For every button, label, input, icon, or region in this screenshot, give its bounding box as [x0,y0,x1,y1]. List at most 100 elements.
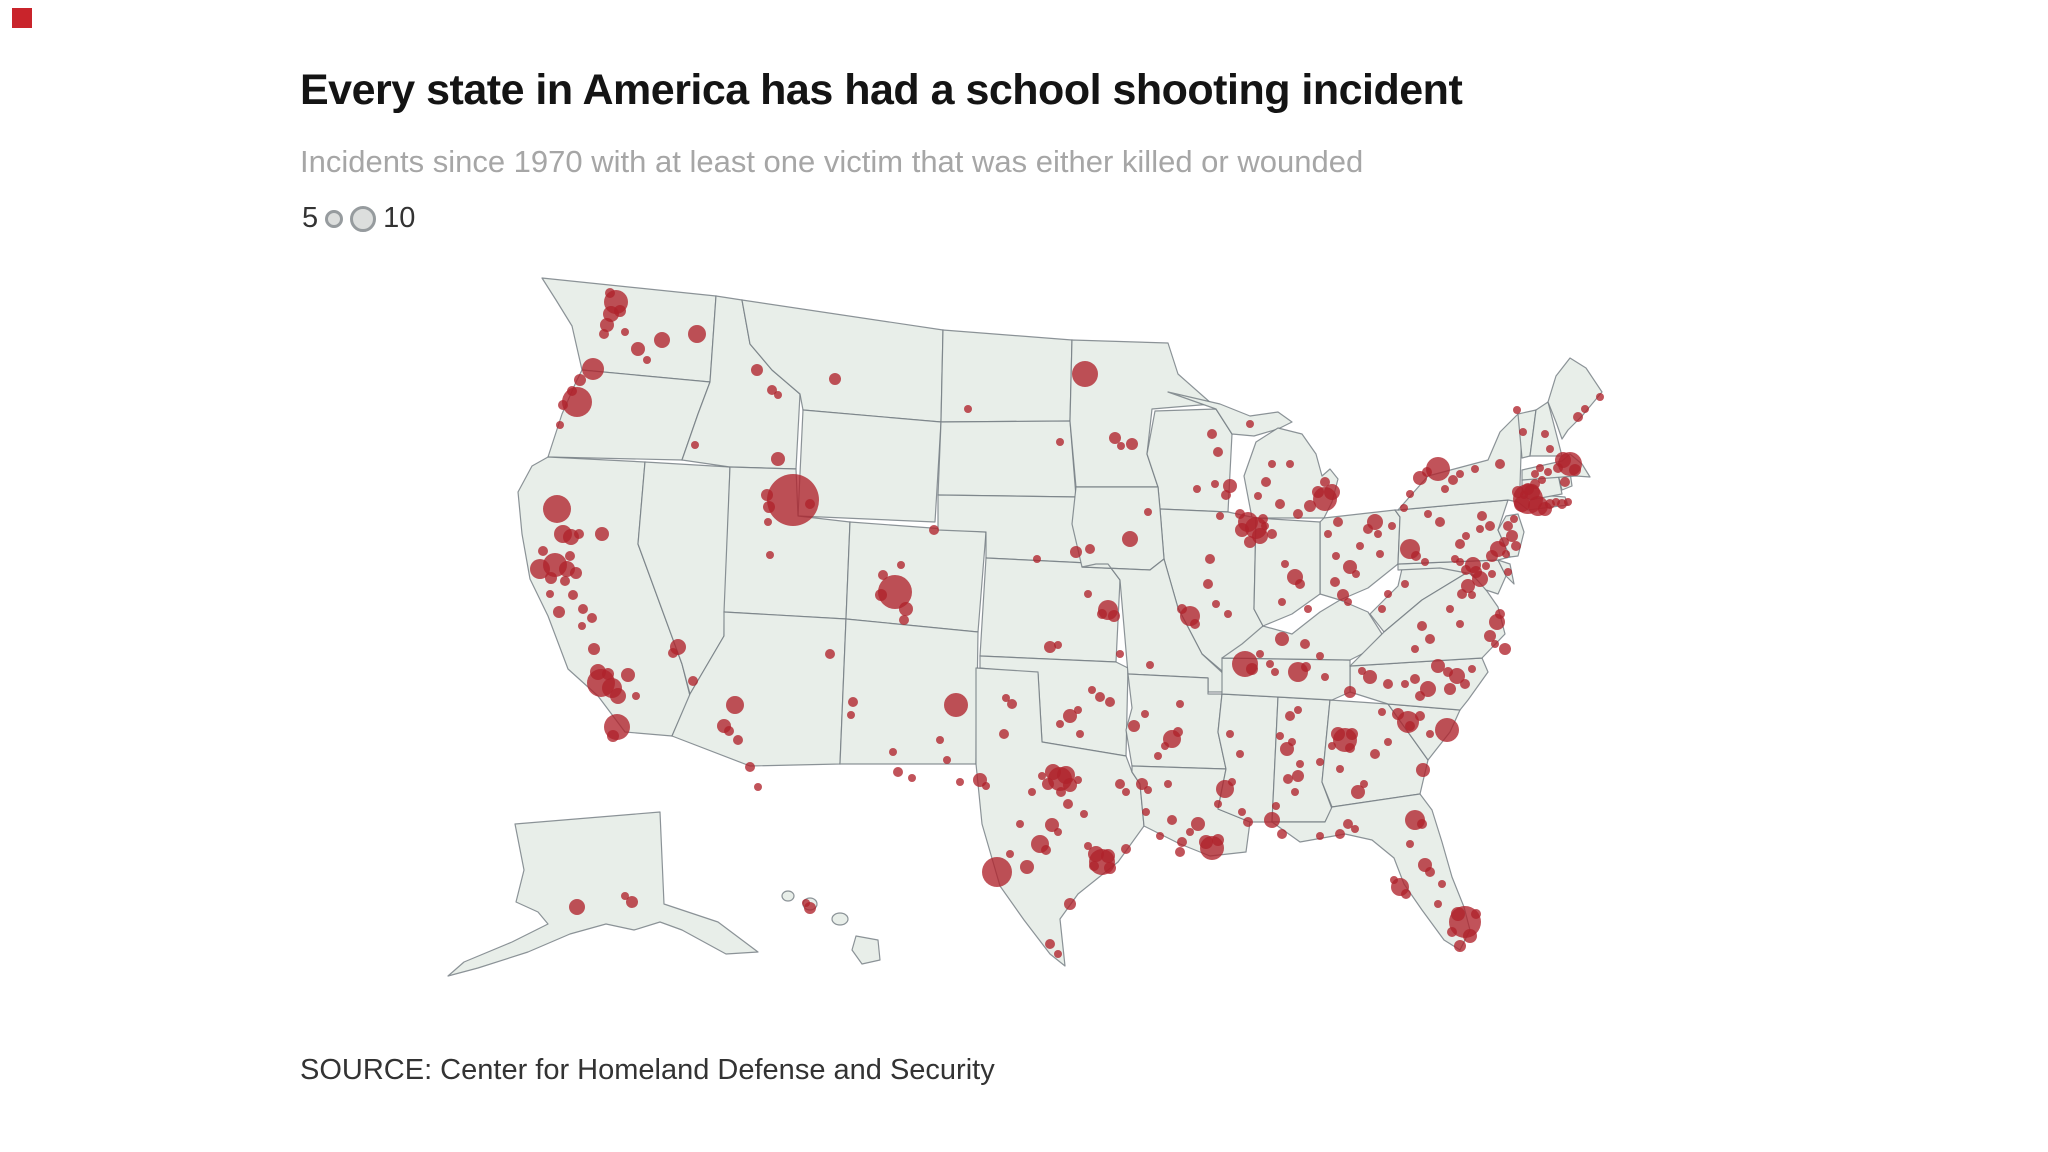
incident-dot [1238,808,1246,816]
incident-dot [1425,867,1435,877]
incident-dot [802,899,810,907]
incident-dot [1316,758,1324,766]
incident-dot [1506,530,1518,542]
state-wi [1146,408,1233,513]
incident-dot [1499,537,1509,547]
incident-dot [1228,778,1236,786]
incident-dot [1084,842,1092,850]
incident-dot [568,590,578,600]
incident-dot [1363,670,1377,684]
incident-dot [1117,442,1125,450]
incident-dot [1006,850,1014,858]
incident-dot [1109,432,1121,444]
incident-dot [1074,706,1082,714]
incident-dot [825,649,835,659]
incident-dot [574,529,584,539]
incident-dot [1136,778,1148,790]
incident-dot [1384,590,1392,598]
incident-dot [1438,880,1446,888]
incident-dot [1064,898,1076,910]
incident-dot [1384,738,1392,746]
incident-dot [621,892,629,900]
incident-dot [1330,577,1340,587]
incident-dot [1343,560,1357,574]
incident-dot [893,767,903,777]
incident-dot [1411,551,1421,561]
incident-dot [1343,819,1353,829]
incident-dot [1447,927,1457,937]
incident-dot [1213,447,1223,457]
incident-dot [1451,555,1459,563]
incident-dot [1460,679,1470,689]
incident-dot [1536,464,1544,472]
incident-dot [1214,800,1222,808]
incident-dot [1344,686,1356,698]
legend-max-label: 10 [383,202,416,234]
incident-dot [936,736,944,744]
incident-dot [1267,529,1277,539]
incident-dot [1105,697,1115,707]
incident-dot [1378,605,1386,613]
incident-dot [1116,650,1124,658]
incident-dot [1285,711,1295,721]
incident-dot [1177,837,1187,847]
state-hi-bigisland [851,935,881,965]
incident-dot [1101,849,1115,863]
incident-dot [1495,459,1505,469]
incident-dot [1346,728,1358,740]
incident-dot [1141,710,1149,718]
incident-dot [774,391,782,399]
incident-dot [1455,539,1465,549]
incident-dot [1457,589,1467,599]
incident-dot [607,730,619,742]
state-nd [940,329,1073,423]
incident-dot [1502,550,1510,558]
incident-dot [1331,727,1345,741]
incident-dot [1203,579,1213,589]
incident-dot [1312,486,1324,498]
incident-dot [558,400,568,410]
incident-dot [621,668,635,682]
incident-dot [1426,730,1434,738]
incident-dot [605,288,615,298]
incident-dot [1415,711,1425,721]
size-legend: 5 10 [302,202,415,235]
incident-dot [1499,643,1511,655]
incident-dot [829,373,841,385]
incident-dot [956,778,964,786]
state-nm [839,618,979,765]
incident-dot [1564,498,1572,506]
incident-dot [1097,609,1107,619]
incident-dot [1278,598,1286,606]
legend-small-circle-icon [325,209,344,228]
incident-dot [578,604,588,614]
incident-dot [1190,619,1200,629]
brand-mark-icon [12,8,32,28]
incident-dot [1426,457,1450,481]
incident-dot [1471,909,1481,919]
incident-dot [1519,428,1527,436]
incident-dot [1374,530,1382,538]
incident-dot [1345,743,1355,753]
incident-dot [944,693,968,717]
incident-dot [1256,650,1264,658]
incident-dot [1417,819,1427,829]
incident-dot [1177,604,1187,614]
incident-dot [1286,460,1294,468]
incident-dot [1328,742,1336,750]
incident-dot [1392,708,1404,720]
incident-dot [1108,610,1120,622]
incident-dot [543,495,571,523]
incident-dot [1144,786,1152,794]
incident-dot [1268,460,1276,468]
incident-dot [1056,438,1064,446]
incident-dot [691,441,699,449]
incident-dot [610,688,626,704]
incident-dot [1246,663,1258,675]
incident-dot [582,358,604,380]
incident-dot [1304,605,1312,613]
incident-dot [1596,393,1604,401]
incident-dot [1476,525,1484,533]
incident-dot [726,696,744,714]
